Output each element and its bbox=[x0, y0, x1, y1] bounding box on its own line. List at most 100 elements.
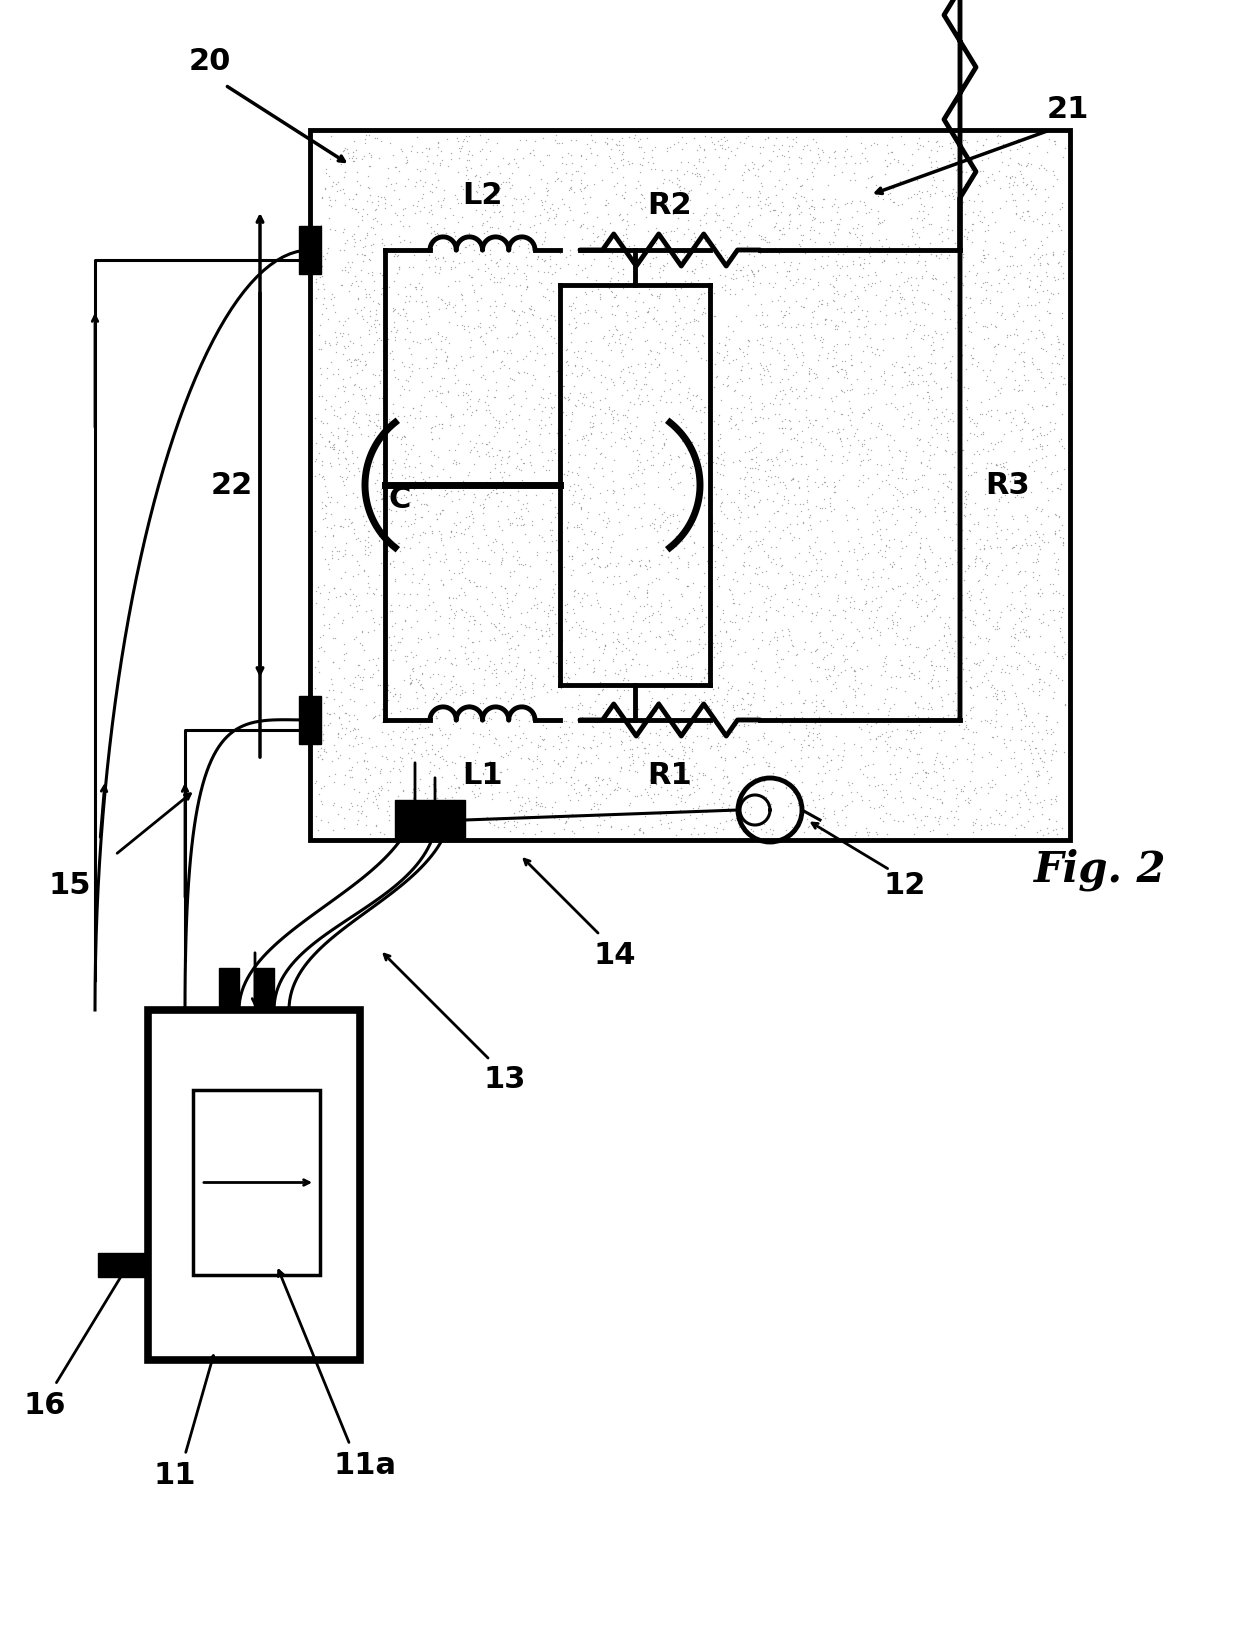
Point bbox=[417, 646, 436, 673]
Point bbox=[363, 778, 383, 804]
Point bbox=[461, 271, 481, 298]
Point bbox=[584, 658, 604, 684]
Point bbox=[567, 308, 587, 334]
Point bbox=[718, 763, 738, 790]
Point bbox=[424, 752, 444, 778]
Point bbox=[998, 355, 1018, 382]
Point bbox=[789, 679, 808, 706]
Point bbox=[616, 656, 636, 683]
Point bbox=[1003, 633, 1023, 660]
Point bbox=[572, 212, 591, 239]
Point bbox=[986, 451, 1006, 477]
Point bbox=[348, 286, 368, 313]
Point bbox=[713, 651, 733, 678]
Point bbox=[957, 526, 977, 553]
Point bbox=[427, 344, 446, 370]
Point bbox=[671, 331, 691, 357]
Point bbox=[611, 543, 631, 569]
Point bbox=[939, 237, 959, 263]
Point bbox=[543, 760, 563, 786]
Point bbox=[675, 326, 694, 352]
Point bbox=[600, 367, 620, 393]
Point bbox=[963, 813, 983, 839]
Point bbox=[987, 676, 1007, 702]
Point bbox=[469, 535, 489, 561]
Point bbox=[500, 337, 520, 364]
Point bbox=[1032, 495, 1052, 521]
Point bbox=[937, 821, 957, 847]
Point bbox=[365, 362, 384, 388]
Point bbox=[780, 790, 800, 816]
Point bbox=[1038, 393, 1058, 419]
Point bbox=[911, 265, 931, 291]
Point bbox=[639, 298, 658, 324]
Point bbox=[942, 217, 962, 243]
Point bbox=[351, 377, 371, 403]
Point bbox=[403, 192, 423, 219]
Point bbox=[603, 280, 622, 306]
Point bbox=[408, 138, 428, 164]
Point bbox=[618, 377, 637, 403]
Point bbox=[844, 540, 864, 566]
Point bbox=[758, 125, 777, 151]
Point bbox=[563, 543, 583, 569]
Point bbox=[928, 668, 947, 694]
Point bbox=[533, 283, 553, 309]
Point bbox=[704, 813, 724, 839]
Point bbox=[761, 464, 781, 490]
Point bbox=[1004, 164, 1024, 191]
Point bbox=[551, 387, 570, 413]
Point bbox=[851, 452, 870, 479]
Point bbox=[854, 431, 874, 457]
Point bbox=[749, 192, 769, 219]
Point bbox=[908, 814, 928, 841]
Point bbox=[476, 684, 496, 711]
Point bbox=[707, 640, 727, 666]
Point bbox=[392, 137, 412, 163]
Point bbox=[517, 599, 537, 625]
Point bbox=[475, 388, 495, 415]
Point bbox=[915, 803, 935, 829]
Point bbox=[835, 380, 854, 406]
Point bbox=[546, 122, 565, 148]
Point bbox=[812, 768, 832, 795]
Point bbox=[926, 174, 946, 201]
Point bbox=[312, 495, 332, 521]
Point bbox=[634, 426, 653, 452]
Point bbox=[528, 258, 548, 285]
Point bbox=[412, 275, 432, 301]
Point bbox=[472, 500, 492, 526]
Point bbox=[456, 380, 476, 406]
Point bbox=[670, 508, 689, 535]
Point bbox=[833, 283, 853, 309]
Point bbox=[498, 355, 518, 382]
Point bbox=[334, 472, 353, 498]
Point bbox=[629, 382, 649, 408]
Point bbox=[572, 551, 591, 577]
Point bbox=[692, 321, 712, 347]
Point bbox=[584, 273, 604, 299]
Point bbox=[427, 377, 446, 403]
Point bbox=[1050, 619, 1070, 645]
Point bbox=[781, 627, 801, 653]
Point bbox=[518, 689, 538, 716]
Point bbox=[608, 549, 627, 576]
Point bbox=[512, 288, 532, 314]
Point bbox=[789, 383, 808, 410]
Point bbox=[425, 500, 445, 526]
Point bbox=[869, 632, 889, 658]
Point bbox=[738, 332, 758, 359]
Point bbox=[903, 398, 923, 424]
Point bbox=[937, 474, 957, 500]
Point bbox=[874, 727, 894, 753]
Point bbox=[782, 589, 802, 615]
Point bbox=[500, 150, 520, 176]
Point bbox=[491, 171, 511, 197]
Point bbox=[335, 179, 355, 206]
Point bbox=[631, 133, 651, 160]
Point bbox=[410, 490, 430, 517]
Point bbox=[928, 434, 947, 461]
Point bbox=[619, 744, 639, 770]
Point bbox=[564, 582, 584, 609]
Point bbox=[856, 145, 875, 171]
